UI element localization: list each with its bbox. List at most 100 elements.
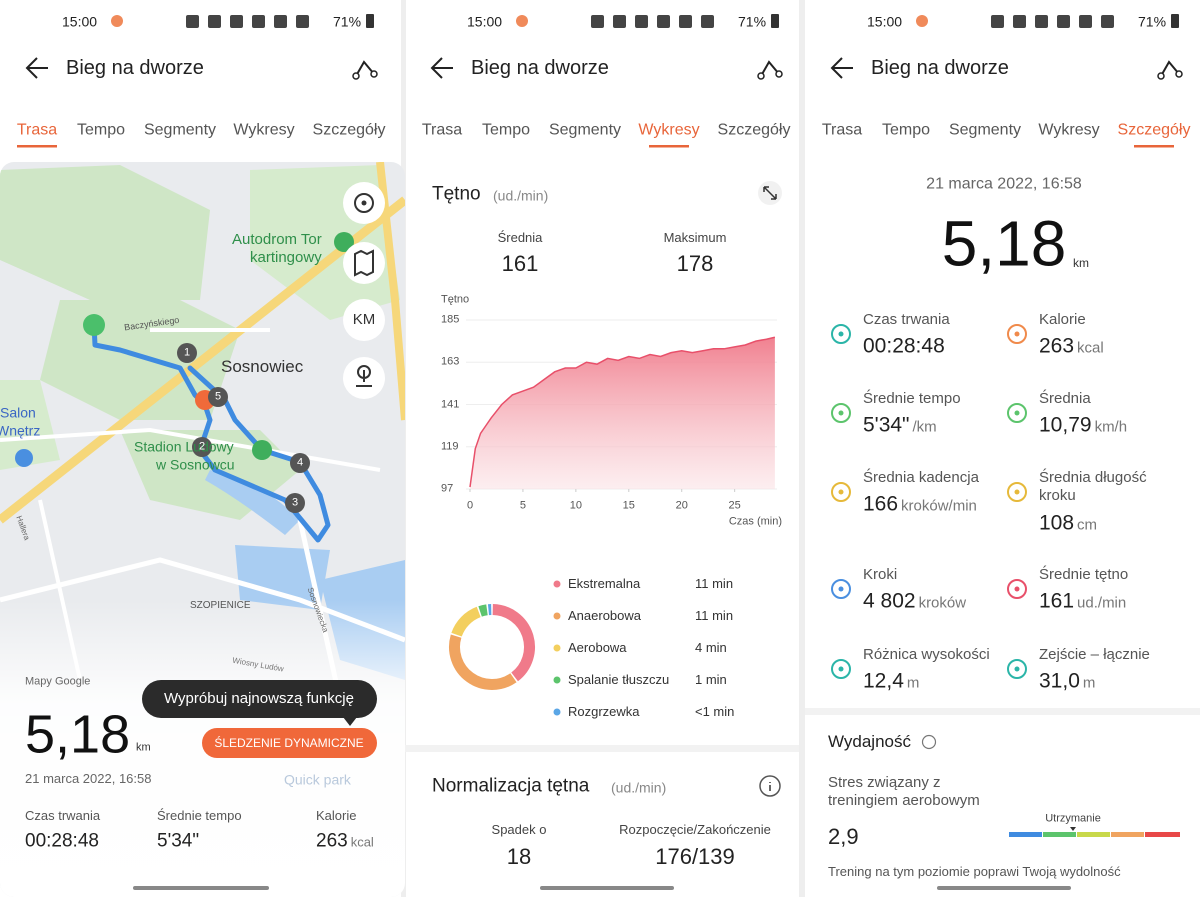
metric-icon-dot [838, 410, 844, 416]
tab[interactable]: Segmenty [143, 121, 217, 139]
tab[interactable]: Segmenty [948, 121, 1022, 139]
back-arrow[interactable] [430, 57, 453, 79]
status-icon [991, 15, 1004, 28]
status-icon [635, 15, 648, 28]
heart-rate-line [469, 336, 776, 488]
date: 21 marca 2022, 16:58 [926, 175, 1082, 193]
tab[interactable]: Trasa [421, 121, 463, 139]
unit: cm [1077, 516, 1098, 534]
screen-title: Bieg na dworze [871, 57, 1009, 79]
metric-value: 108 cm [1039, 510, 1097, 535]
status-icon [274, 15, 287, 28]
status-icon [1057, 15, 1070, 28]
back-arrow[interactable] [830, 57, 853, 79]
zone-value: <1 min [695, 704, 735, 720]
metric-icon [831, 659, 851, 679]
map-place: w Sosnowcu [156, 456, 235, 473]
date: 21 marca 2022, 16:58 [25, 771, 152, 787]
metric-value: 263 kcal [1039, 333, 1104, 358]
tab[interactable]: Wykresy [233, 121, 295, 139]
status-health-icon [916, 15, 928, 27]
tab[interactable]: Tempo [481, 121, 531, 139]
metric-value: 161 ud./min [1039, 588, 1126, 613]
distance-unit: km [136, 741, 151, 754]
unit: m [906, 674, 920, 692]
route-icon-dot [757, 72, 765, 80]
scale-level: Utrzymanie [1045, 812, 1101, 825]
tab[interactable]: Szczegóły [312, 121, 386, 139]
route-icon-dot [775, 70, 783, 78]
tab[interactable]: Szczegóły [717, 121, 791, 139]
map-unit-button[interactable]: KM [352, 311, 376, 328]
route-icon[interactable] [1160, 60, 1180, 77]
tab[interactable]: Tempo [881, 121, 931, 139]
status-icon [1101, 15, 1114, 28]
zone-value: 4 min [695, 640, 727, 656]
scale-segment [1111, 832, 1144, 837]
status-icon [1013, 15, 1026, 28]
unit: kroków/min [901, 497, 977, 515]
zone-arc [451, 606, 481, 637]
summary-value: 178 [676, 250, 714, 276]
status-icon [296, 15, 309, 28]
distance: 5,18 [941, 207, 1067, 280]
metric-icon [831, 579, 851, 599]
info-icon[interactable] [921, 734, 937, 750]
map-place: Wnętrz [0, 422, 41, 439]
value: 12,4 [863, 669, 904, 693]
legend-label: Anaerobowa [568, 608, 641, 624]
x-tick-label: 5 [519, 499, 526, 512]
efficiency-value: 2,9 [828, 823, 859, 849]
metric-value: 12,4 m [863, 668, 919, 693]
screen-title: Bieg na dworze [66, 57, 204, 79]
value: 108 [1039, 511, 1075, 535]
route-icon[interactable] [760, 60, 780, 77]
metric-icon-dot [1014, 586, 1020, 592]
stat-label: Kalorie [316, 808, 357, 824]
map-place: Sosnowiec [221, 356, 304, 376]
metric-label: Średnia [1039, 390, 1091, 407]
zone-value: 1 min [695, 672, 727, 688]
map-place: SZOPIENICE [190, 600, 251, 611]
metric-value: 166 kroków/min [863, 491, 977, 516]
tab[interactable]: Szczegóły [1117, 121, 1191, 139]
route-icon-dot [1157, 72, 1165, 80]
tab[interactable]: Trasa [821, 121, 863, 139]
y-tick-label: 163 [441, 355, 460, 368]
value: 5'34" [863, 413, 910, 437]
y-tick-label: 97 [441, 482, 454, 495]
metric-icon-dot [838, 331, 844, 337]
dynamic-tracking-button[interactable]: ŚLEDZENIE DYNAMICZNE [214, 735, 364, 750]
tab[interactable]: Segmenty [548, 121, 622, 139]
tab-underline [1134, 145, 1174, 148]
tab[interactable]: Tempo [76, 121, 126, 139]
area-fill [470, 337, 775, 489]
metric-icon [831, 324, 851, 344]
section-unit: (ud./min) [611, 779, 667, 796]
route-icon[interactable] [355, 60, 375, 77]
unit: kcal [350, 834, 374, 850]
scale-segment [1009, 832, 1042, 837]
status-icon [657, 15, 670, 28]
metric-label: Czas trwania [863, 311, 950, 328]
tab[interactable]: Wykresy [638, 121, 700, 139]
tab[interactable]: Wykresy [1038, 121, 1100, 139]
legend-label: Spalanie tłuszczu [568, 672, 670, 688]
legend-dot [553, 676, 561, 684]
screen-title: Bieg na dworze [471, 57, 609, 79]
metric-icon [1007, 579, 1027, 599]
section-unit: (ud./min) [493, 187, 549, 204]
metric-icon [1007, 659, 1027, 679]
tab-underline [649, 145, 689, 148]
section-divider [805, 708, 1200, 715]
status-icon [186, 15, 199, 28]
efficiency-label: Stres związany z treningiem aerobowym [828, 774, 980, 809]
zone-arc [478, 604, 488, 617]
info-icon[interactable] [759, 775, 781, 797]
metric-label: Średnia kadencja [863, 469, 979, 486]
metric-icon [1007, 324, 1027, 344]
legend-dot [553, 644, 561, 652]
stat-value: 263 kcal [316, 831, 374, 854]
back-arrow[interactable] [25, 57, 48, 79]
tab[interactable]: Trasa [16, 121, 58, 139]
